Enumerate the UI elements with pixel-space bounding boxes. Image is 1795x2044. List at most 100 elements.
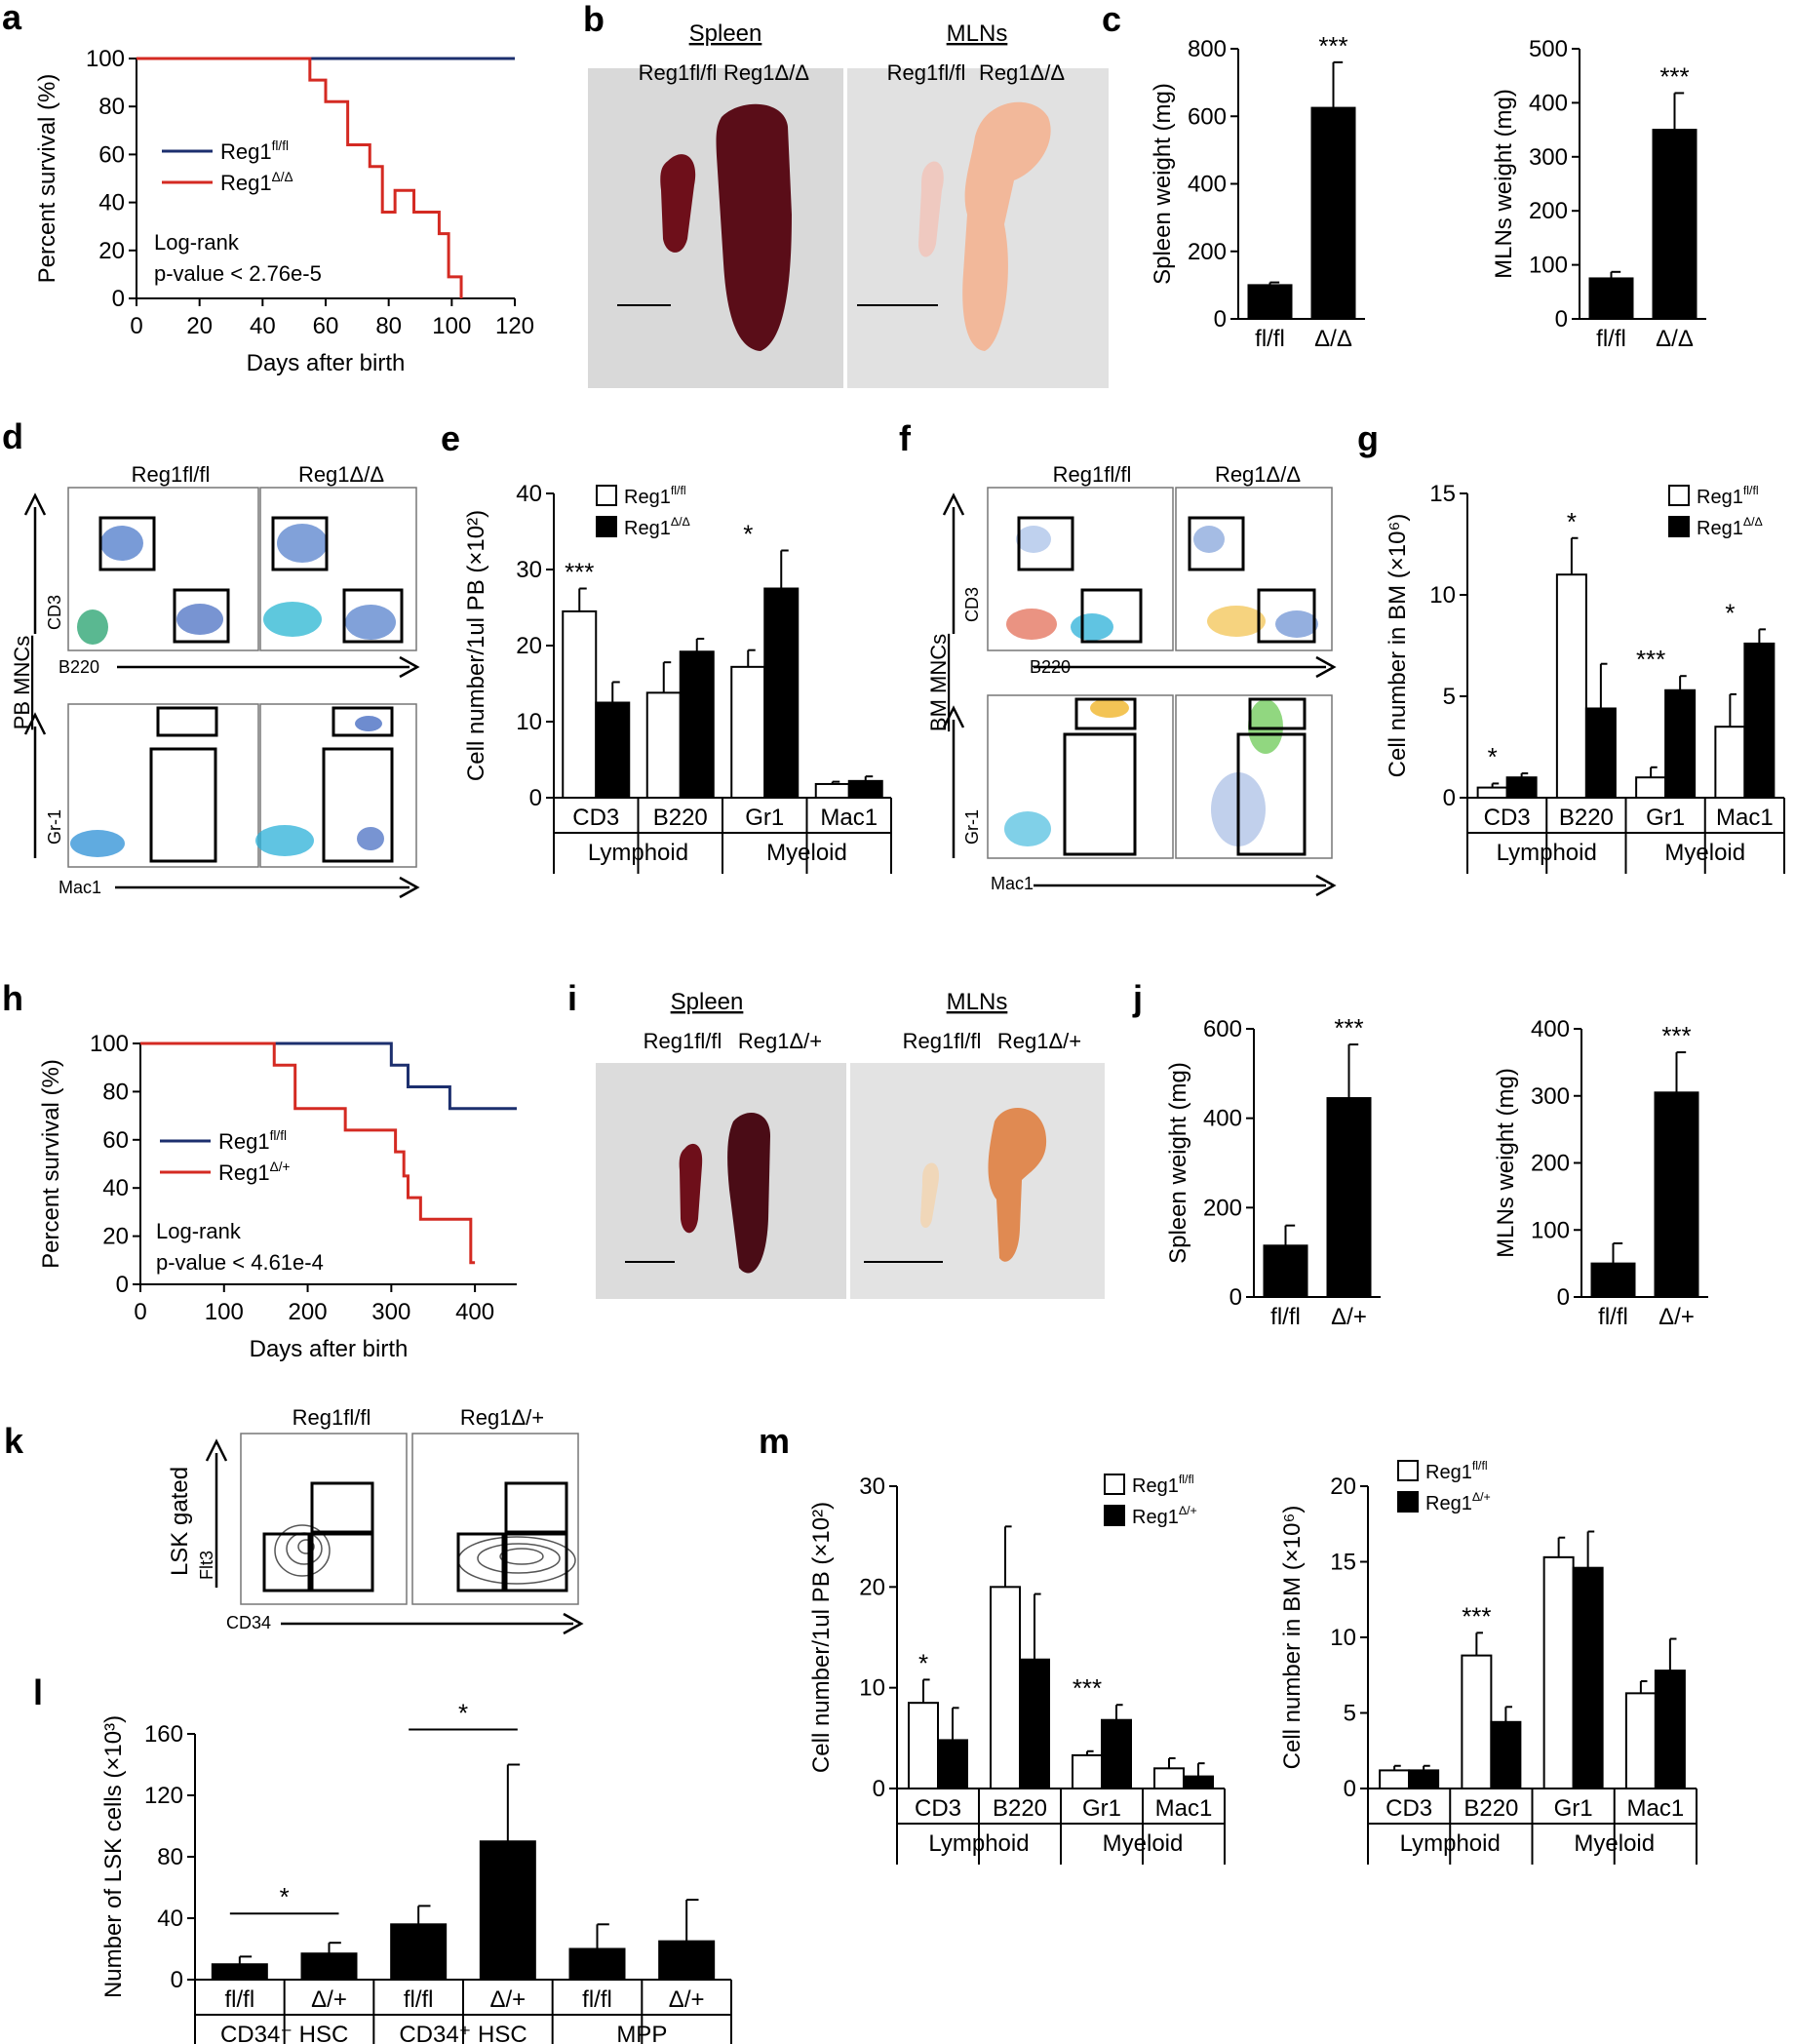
bar-gr1-wt [1072, 1753, 1103, 1790]
panel-label-j: j [1132, 978, 1143, 1018]
panel-b-photo: Spleen MLNs Reg1fl/fl Reg1Δ/Δ Reg1fl/fl … [588, 20, 1109, 388]
panel-k-flow: LSK gated Flt3 CD34 Reg1fl/fl Reg1Δ/+ [167, 1405, 584, 1635]
panel-k-side-label: LSK gated [167, 1467, 193, 1576]
significance-marker: *** [1636, 645, 1665, 674]
y-tick-label: 600 [1203, 1016, 1242, 1042]
y-tick-label: 60 [102, 1127, 129, 1154]
chart-c2: 0 100 200 300 400 500 MLNs weight (mg) *** fl/fl… [1491, 36, 1706, 352]
bar-b220-wt [990, 1586, 1021, 1790]
category-label: Δ/+ [669, 1986, 705, 2013]
bar-gr1-wt [1542, 1555, 1575, 1789]
y-tick-label: 0 [116, 1272, 129, 1298]
legend-label: Reg1fl/fl [1697, 484, 1759, 508]
y-tick-label: 300 [1531, 1083, 1570, 1110]
y-tick-label: 500 [1529, 36, 1568, 62]
significance-marker: * [1725, 598, 1735, 627]
legend-label: Reg1Δ/+ [1425, 1490, 1491, 1514]
y-tick-label: 80 [102, 1079, 129, 1105]
bar-b220-wt [1461, 1654, 1493, 1789]
panel-d-b220-axis: B220 [59, 657, 99, 677]
y-axis-label: Cell number/1ul PB (×10²) [808, 1502, 835, 1773]
panel-label-h: h [2, 978, 23, 1018]
group-label: Myeloid [1574, 1830, 1655, 1857]
significance-marker: *** [1318, 31, 1347, 60]
y-tick-label: 20 [859, 1574, 885, 1600]
bar-gr1-mut [763, 587, 800, 799]
significance-marker: * [743, 520, 753, 549]
x-tick-label: 0 [134, 1299, 146, 1325]
legend-label: Reg1fl/fl [218, 1128, 287, 1154]
panel-label-e: e [441, 418, 460, 458]
panel-label-i: i [567, 978, 577, 1018]
panel-label-b: b [583, 0, 605, 39]
y-tick-label: 10 [1330, 1625, 1356, 1651]
group-label: MPP [616, 2022, 667, 2044]
panel-i-mlns-left-genotype: Reg1fl/fl [903, 1029, 982, 1053]
category-label: fl/fl [1598, 1304, 1628, 1330]
significance-marker: *** [1659, 61, 1689, 91]
category-label: fl/fl [224, 1986, 254, 2013]
y-tick-label: 10 [859, 1675, 885, 1702]
bar-1 [1654, 1091, 1699, 1298]
y-tick-label: 10 [1429, 582, 1456, 609]
panel-i-spleen-title: Spleen [671, 989, 744, 1015]
legend-label: Reg1fl/fl [220, 138, 289, 164]
panel-f-mac1-axis: Mac1 [991, 874, 1034, 893]
category-label: Mac1 [1155, 1795, 1213, 1822]
bar-0 [211, 1963, 268, 1981]
x-tick-label: 20 [186, 313, 213, 339]
x-tick-label: 300 [371, 1299, 410, 1325]
y-tick-label: 0 [1344, 1776, 1356, 1802]
y-tick-label: 800 [1188, 36, 1227, 62]
y-axis-label: Spleen weight (mg) [1165, 1062, 1191, 1264]
legend-swatch [1397, 1491, 1419, 1513]
bar-b220-mut [1584, 707, 1617, 799]
panel-label-c: c [1102, 0, 1121, 39]
y-tick-label: 200 [1188, 239, 1227, 265]
bar-b220-mut [1019, 1658, 1050, 1789]
group-label: Myeloid [1103, 1830, 1184, 1857]
bar-1 [300, 1952, 358, 1981]
legend-swatch [596, 485, 617, 506]
category-label: B220 [653, 805, 708, 831]
panel-d-flow: PB MNCs CD3 B220 Gr-1 Mac1 Reg1fl/fl Reg… [10, 462, 420, 899]
category-label: CD3 [1385, 1795, 1432, 1822]
bar-1 [1310, 106, 1356, 320]
panel-d-gr1-axis: Gr-1 [45, 809, 64, 845]
y-axis-label: Percent survival (%) [38, 1059, 64, 1269]
x-tick-label: 100 [205, 1299, 244, 1325]
spleen-wt-image [660, 154, 696, 253]
category-label: Gr1 [1646, 805, 1685, 831]
y-axis-label: MLNs weight (mg) [1493, 1068, 1519, 1258]
category-label: fl/fl [404, 1986, 434, 2013]
bar-mac1-mut [1183, 1775, 1214, 1789]
x-tick-label: 40 [250, 313, 276, 339]
bar-cd3-mut [595, 701, 631, 799]
category-label: fl/fl [1255, 326, 1285, 352]
mlns-wt-image [920, 1162, 940, 1228]
bar-1 [1326, 1097, 1372, 1298]
category-label: CD3 [1484, 805, 1531, 831]
annotation-line-2: p-value < 4.61e-4 [156, 1250, 324, 1275]
y-tick-label: 40 [102, 1175, 129, 1201]
legend-label: Reg1fl/fl [624, 484, 686, 508]
y-tick-label: 40 [98, 190, 125, 216]
legend-swatch [1397, 1460, 1419, 1481]
y-tick-label: 100 [1531, 1217, 1570, 1243]
x-tick-label: 100 [432, 313, 471, 339]
significance-marker: * [458, 1699, 468, 1728]
x-axis-label: Days after birth [247, 350, 406, 376]
panel-label-k: k [4, 1421, 24, 1461]
y-tick-label: 200 [1531, 1151, 1570, 1177]
annotation-line-1: Log-rank [156, 1219, 242, 1243]
legend-swatch [1104, 1505, 1125, 1526]
y-tick-label: 400 [1529, 90, 1568, 116]
y-axis-label: Cell number/1ul PB (×10²) [463, 510, 489, 781]
category-label: Δ/+ [1658, 1304, 1695, 1330]
chart-l: 0 40 80 120 160 Number of LSK cells (×10³) fl/… [100, 1699, 732, 2044]
category-label: B220 [1559, 805, 1614, 831]
